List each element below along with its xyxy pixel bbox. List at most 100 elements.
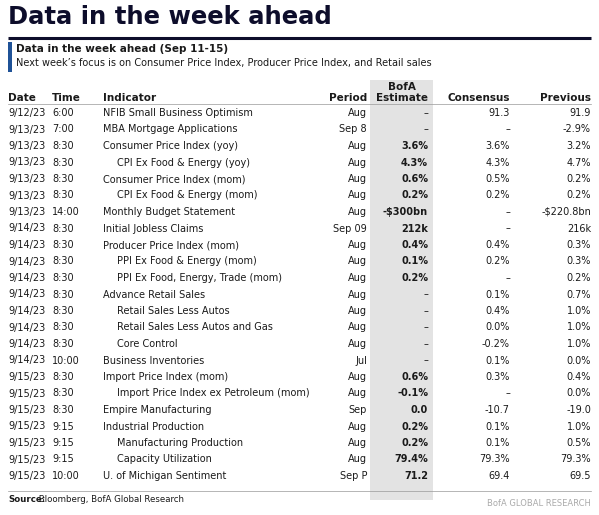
Text: Estimate: Estimate bbox=[376, 93, 428, 103]
Text: 0.3%: 0.3% bbox=[567, 256, 591, 266]
Text: 4.3%: 4.3% bbox=[486, 158, 510, 167]
Text: 0.0%: 0.0% bbox=[567, 388, 591, 399]
Text: Business Inventories: Business Inventories bbox=[103, 355, 204, 366]
Text: Jul: Jul bbox=[355, 355, 367, 366]
Text: CPI Ex Food & Energy (yoy): CPI Ex Food & Energy (yoy) bbox=[117, 158, 250, 167]
Bar bbox=[370, 80, 433, 500]
Text: 8:30: 8:30 bbox=[52, 191, 74, 200]
Text: 0.2%: 0.2% bbox=[401, 438, 428, 448]
Text: 9:15: 9:15 bbox=[52, 455, 74, 465]
Text: Data in the week ahead: Data in the week ahead bbox=[8, 5, 332, 29]
Text: 8:30: 8:30 bbox=[52, 306, 74, 316]
Text: 9/15/23: 9/15/23 bbox=[8, 405, 46, 415]
Text: 9/13/23: 9/13/23 bbox=[8, 191, 46, 200]
Text: Aug: Aug bbox=[348, 108, 367, 118]
Text: 8:30: 8:30 bbox=[52, 224, 74, 233]
Text: CPI Ex Food & Energy (mom): CPI Ex Food & Energy (mom) bbox=[117, 191, 258, 200]
Text: Aug: Aug bbox=[348, 240, 367, 250]
Text: 8:30: 8:30 bbox=[52, 256, 74, 266]
Text: BofA GLOBAL RESEARCH: BofA GLOBAL RESEARCH bbox=[487, 499, 591, 508]
Text: 9/14/23: 9/14/23 bbox=[8, 256, 46, 266]
Text: 0.2%: 0.2% bbox=[567, 191, 591, 200]
Text: –: – bbox=[423, 289, 428, 300]
Text: 0.4%: 0.4% bbox=[486, 306, 510, 316]
Text: 0.4%: 0.4% bbox=[401, 240, 428, 250]
Text: 9/14/23: 9/14/23 bbox=[8, 355, 46, 366]
Text: 0.1%: 0.1% bbox=[486, 289, 510, 300]
Text: 8:30: 8:30 bbox=[52, 405, 74, 415]
Text: Consumer Price Index (mom): Consumer Price Index (mom) bbox=[103, 174, 246, 184]
Text: Aug: Aug bbox=[348, 421, 367, 432]
Text: 0.4%: 0.4% bbox=[486, 240, 510, 250]
Text: Aug: Aug bbox=[348, 322, 367, 333]
Text: Advance Retail Sales: Advance Retail Sales bbox=[103, 289, 205, 300]
Text: –: – bbox=[505, 224, 510, 233]
Text: 8:30: 8:30 bbox=[52, 240, 74, 250]
Text: Sep P: Sep P bbox=[340, 471, 367, 481]
Text: 0.2%: 0.2% bbox=[486, 191, 510, 200]
Text: Sep: Sep bbox=[349, 405, 367, 415]
Text: 91.3: 91.3 bbox=[489, 108, 510, 118]
Text: Aug: Aug bbox=[348, 141, 367, 151]
Text: 8:30: 8:30 bbox=[52, 322, 74, 333]
Text: -0.1%: -0.1% bbox=[397, 388, 428, 399]
Bar bbox=[8, 42, 12, 72]
Text: 8:30: 8:30 bbox=[52, 339, 74, 349]
Text: 8:30: 8:30 bbox=[52, 289, 74, 300]
Text: 0.7%: 0.7% bbox=[567, 289, 591, 300]
Text: 8:30: 8:30 bbox=[52, 388, 74, 399]
Text: 8:30: 8:30 bbox=[52, 273, 74, 283]
Text: Indicator: Indicator bbox=[103, 93, 156, 103]
Text: Aug: Aug bbox=[348, 158, 367, 167]
Text: Source:: Source: bbox=[8, 495, 46, 505]
Text: Consumer Price Index (yoy): Consumer Price Index (yoy) bbox=[103, 141, 238, 151]
Text: BofA: BofA bbox=[388, 82, 416, 92]
Text: 9/14/23: 9/14/23 bbox=[8, 306, 46, 316]
Text: Aug: Aug bbox=[348, 339, 367, 349]
Text: 0.2%: 0.2% bbox=[401, 191, 428, 200]
Text: Aug: Aug bbox=[348, 174, 367, 184]
Text: 0.2%: 0.2% bbox=[401, 421, 428, 432]
Text: 4.3%: 4.3% bbox=[401, 158, 428, 167]
Text: PPI Ex Food, Energy, Trade (mom): PPI Ex Food, Energy, Trade (mom) bbox=[117, 273, 282, 283]
Text: Import Price Index (mom): Import Price Index (mom) bbox=[103, 372, 228, 382]
Text: MBA Mortgage Applications: MBA Mortgage Applications bbox=[103, 125, 237, 134]
Text: 0.1%: 0.1% bbox=[486, 421, 510, 432]
Text: Aug: Aug bbox=[348, 388, 367, 399]
Text: Time: Time bbox=[52, 93, 81, 103]
Text: –: – bbox=[423, 355, 428, 366]
Text: 9/14/23: 9/14/23 bbox=[8, 289, 46, 300]
Text: 9:15: 9:15 bbox=[52, 438, 74, 448]
Text: 0.2%: 0.2% bbox=[486, 256, 510, 266]
Text: 9:15: 9:15 bbox=[52, 421, 74, 432]
Text: PPI Ex Food & Energy (mom): PPI Ex Food & Energy (mom) bbox=[117, 256, 257, 266]
Text: 0.0%: 0.0% bbox=[486, 322, 510, 333]
Text: Sep 8: Sep 8 bbox=[340, 125, 367, 134]
Text: –: – bbox=[505, 388, 510, 399]
Text: -10.7: -10.7 bbox=[485, 405, 510, 415]
Text: 0.3%: 0.3% bbox=[567, 240, 591, 250]
Text: Import Price Index ex Petroleum (mom): Import Price Index ex Petroleum (mom) bbox=[117, 388, 310, 399]
Text: 9/13/23: 9/13/23 bbox=[8, 125, 46, 134]
Text: 9/13/23: 9/13/23 bbox=[8, 158, 46, 167]
Text: Aug: Aug bbox=[348, 438, 367, 448]
Text: NFIB Small Business Optimism: NFIB Small Business Optimism bbox=[103, 108, 253, 118]
Text: Aug: Aug bbox=[348, 306, 367, 316]
Text: 1.0%: 1.0% bbox=[567, 322, 591, 333]
Text: 9/14/23: 9/14/23 bbox=[8, 273, 46, 283]
Text: 69.5: 69.5 bbox=[570, 471, 591, 481]
Text: 0.5%: 0.5% bbox=[567, 438, 591, 448]
Text: Previous: Previous bbox=[540, 93, 591, 103]
Text: Empire Manufacturing: Empire Manufacturing bbox=[103, 405, 211, 415]
Text: Aug: Aug bbox=[348, 191, 367, 200]
Text: Initial Jobless Claims: Initial Jobless Claims bbox=[103, 224, 204, 233]
Text: 1.0%: 1.0% bbox=[567, 339, 591, 349]
Text: 0.1%: 0.1% bbox=[486, 355, 510, 366]
Text: 0.2%: 0.2% bbox=[567, 174, 591, 184]
Text: 6:00: 6:00 bbox=[52, 108, 74, 118]
Text: 8:30: 8:30 bbox=[52, 158, 74, 167]
Text: 69.4: 69.4 bbox=[489, 471, 510, 481]
Text: 8:30: 8:30 bbox=[52, 174, 74, 184]
Text: 8:30: 8:30 bbox=[52, 372, 74, 382]
Text: 9/14/23: 9/14/23 bbox=[8, 322, 46, 333]
